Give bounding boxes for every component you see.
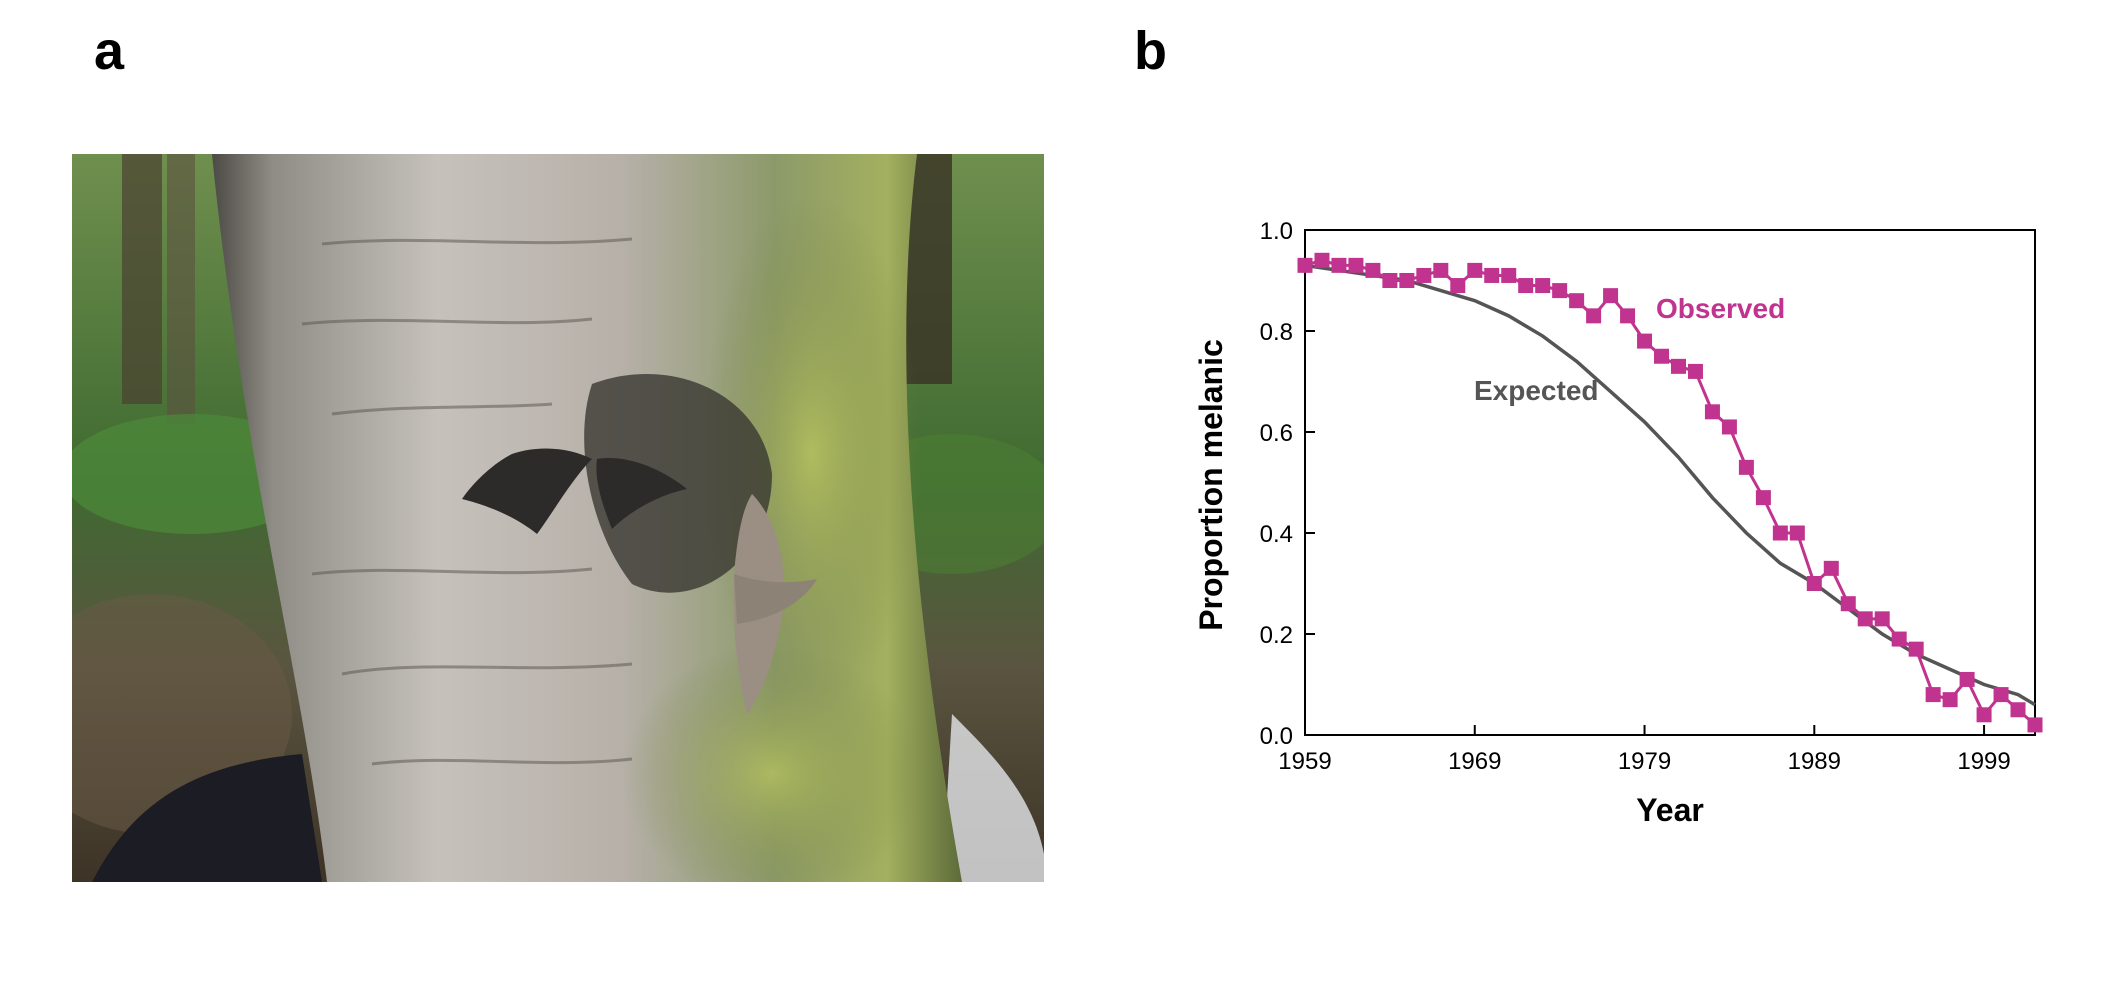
- observed-point: [1891, 631, 1907, 647]
- observed-point: [2010, 702, 2026, 718]
- observed-point: [1433, 262, 1449, 278]
- observed-series-label: Observed: [1656, 293, 1785, 324]
- observed-point: [1365, 262, 1381, 278]
- moth-on-bark-photo: [72, 154, 1044, 882]
- observed-point: [1942, 692, 1958, 708]
- observed-point: [1789, 525, 1805, 541]
- observed-point: [1704, 404, 1720, 420]
- observed-point: [1772, 525, 1788, 541]
- observed-point: [1976, 707, 1992, 723]
- observed-point: [1382, 273, 1398, 288]
- observed-point: [1348, 257, 1364, 273]
- x-tick-label: 1959: [1278, 748, 1331, 775]
- observed-point: [1857, 611, 1873, 627]
- observed-point: [1908, 641, 1924, 657]
- observed-point: [1721, 419, 1737, 435]
- observed-point: [1467, 262, 1483, 278]
- observed-point: [1874, 611, 1890, 627]
- observed-point: [1518, 278, 1534, 294]
- observed-point: [1687, 363, 1703, 379]
- observed-point: [1484, 267, 1500, 283]
- x-axis-label: Year: [1636, 792, 1704, 828]
- observed-point: [1552, 283, 1568, 299]
- observed-point: [1806, 576, 1822, 591]
- plot-area: 0.0 0.2 0.4 0.6 0.8 1.0 1959 1969 1979 1989 1999: [1260, 218, 2043, 775]
- observed-point: [1925, 687, 1941, 703]
- backpack-strap: [92, 754, 322, 882]
- observed-point: [1738, 459, 1754, 475]
- melanic-proportion-chart: 0.0 0.2 0.4 0.6 0.8 1.0 1959 1969 1979 1989 1999 O…: [1193, 218, 2043, 828]
- y-tick-label: 0.4: [1260, 521, 1293, 548]
- observed-point: [1535, 278, 1551, 294]
- observed-point: [1416, 267, 1432, 283]
- x-tick-label: 1989: [1788, 748, 1841, 775]
- observed-point: [1331, 257, 1347, 273]
- observed-point: [2027, 717, 2043, 733]
- y-tick-label: 0.2: [1260, 622, 1293, 649]
- y-tick-label: 1.0: [1260, 218, 1293, 245]
- observed-point: [1959, 671, 1975, 687]
- observed-point: [1654, 348, 1670, 364]
- observed-point: [1450, 278, 1466, 294]
- x-tick-label: 1969: [1448, 748, 1501, 775]
- observed-point: [1399, 273, 1415, 288]
- observed-point: [1993, 687, 2009, 703]
- observed-point: [1501, 267, 1517, 283]
- observed-point: [1823, 560, 1839, 576]
- observed-line: [1304, 258, 2036, 727]
- observed-point: [1297, 257, 1313, 273]
- observed-point: [1670, 358, 1686, 374]
- observed-point: [1840, 596, 1856, 612]
- x-tick-label: 1999: [1957, 748, 2010, 775]
- observed-point: [1314, 252, 1330, 268]
- observed-point: [1586, 308, 1602, 324]
- expected-curve: [1304, 263, 2036, 707]
- observed-point: [1755, 490, 1771, 506]
- panel-label-a: a: [94, 21, 125, 81]
- expected-series-label: Expected: [1474, 375, 1599, 406]
- panel-label-b: b: [1134, 21, 1167, 81]
- x-tick-label: 1979: [1618, 748, 1671, 775]
- plot-frame: [1304, 229, 2036, 736]
- melanic-moth: [462, 448, 592, 534]
- observed-point: [1569, 293, 1585, 309]
- y-axis-label: Proportion melanic: [1193, 339, 1229, 631]
- y-tick-label: 0.8: [1260, 319, 1293, 346]
- y-tick-label: 0.6: [1260, 420, 1293, 447]
- observed-point: [1637, 333, 1653, 349]
- observed-point: [1603, 288, 1619, 304]
- observed-point: [1620, 308, 1636, 324]
- y-tick-label: 0.0: [1260, 723, 1293, 750]
